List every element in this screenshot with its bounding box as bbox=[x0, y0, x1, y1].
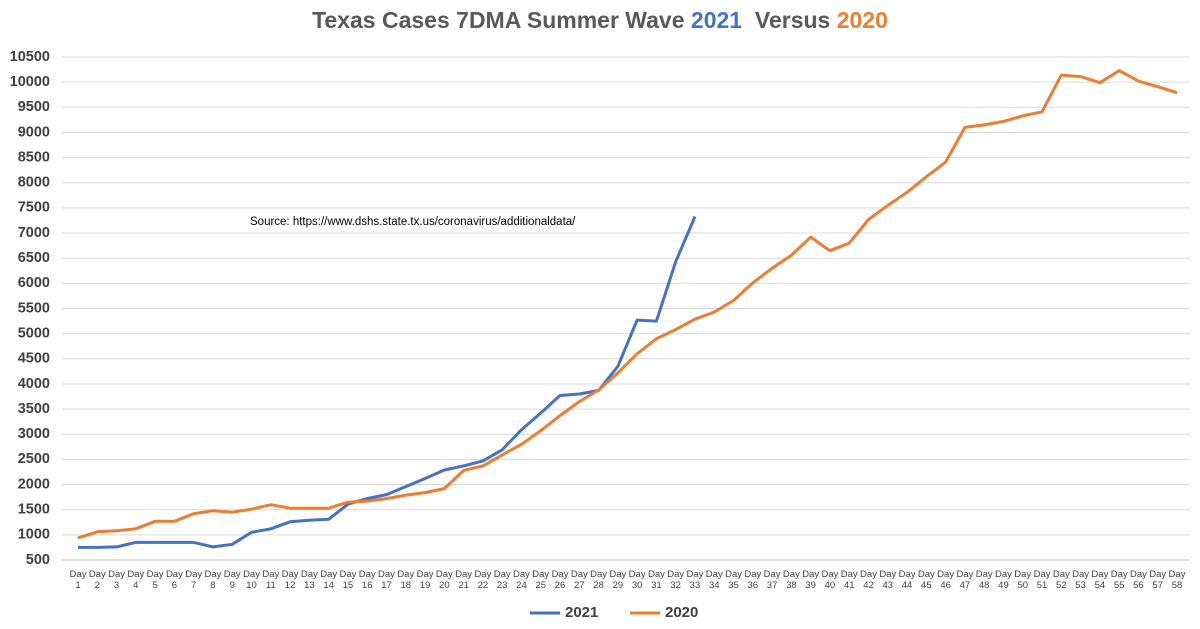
x-tick-label: Day 56 bbox=[1129, 569, 1147, 591]
x-tick-label: Day 35 bbox=[725, 569, 742, 591]
title-part: 2020 bbox=[837, 7, 888, 33]
x-tick-label: Day 18 bbox=[397, 569, 415, 591]
x-tick-label: Day 24 bbox=[513, 569, 530, 591]
y-tick-label: 500 bbox=[26, 552, 50, 568]
x-tick-label: Day 30 bbox=[628, 569, 646, 591]
x-tick-label: Day 52 bbox=[1052, 569, 1070, 591]
x-tick-label: Day 8 bbox=[204, 569, 222, 591]
x-tick-label: Day 4 bbox=[127, 569, 145, 591]
x-tick-label: Day 44 bbox=[898, 569, 916, 591]
x-tick-label: Day 9 bbox=[223, 569, 241, 591]
x-tick-label: Day 33 bbox=[686, 569, 704, 591]
x-tick-label: Day 23 bbox=[493, 569, 511, 591]
x-tick-label: Day 45 bbox=[917, 569, 935, 591]
x-tick-label: Day 17 bbox=[378, 569, 395, 591]
annotation: Source: https://www.dshs.state.tx.us/cor… bbox=[250, 216, 576, 228]
x-tick-label: Day 16 bbox=[358, 569, 376, 591]
x-tick-label: Day 28 bbox=[590, 569, 608, 591]
y-tick-label: 8500 bbox=[18, 149, 50, 165]
y-tick-label: 1000 bbox=[18, 527, 50, 543]
x-tick-label: Day 12 bbox=[281, 569, 299, 591]
x-tick-label: Day 53 bbox=[1072, 569, 1090, 591]
x-tick-label: Day 27 bbox=[570, 569, 588, 591]
y-tick-label: 9000 bbox=[18, 124, 50, 140]
title-part: 2021 bbox=[691, 7, 742, 33]
y-tick-label: 7000 bbox=[18, 225, 50, 241]
x-tick-label: Day 41 bbox=[840, 569, 858, 591]
x-tick-label: Day 20 bbox=[435, 569, 453, 591]
x-tick-label: Day 7 bbox=[185, 569, 203, 591]
y-tick-label: 10000 bbox=[10, 74, 50, 90]
title-part: Texas Cases 7DMA Summer Wave bbox=[312, 7, 691, 33]
x-tick-label: Day 57 bbox=[1149, 569, 1167, 591]
x-tick-label: Day 1 bbox=[69, 569, 87, 591]
series-line bbox=[77, 69, 1178, 540]
y-tick-label: 10500 bbox=[10, 49, 50, 65]
x-tick-label: Day 22 bbox=[474, 569, 492, 591]
x-tick-label: Day 11 bbox=[262, 569, 280, 591]
legend-label: 2021 bbox=[565, 604, 598, 621]
x-tick-label: Day 13 bbox=[300, 569, 318, 591]
x-tick-label: Day 51 bbox=[1033, 569, 1051, 591]
x-tick-label: Day 42 bbox=[860, 569, 877, 591]
series-line bbox=[78, 215, 697, 549]
x-tick-label: Day 15 bbox=[339, 569, 357, 591]
x-tick-label: Day 25 bbox=[532, 569, 550, 591]
x-tick-label: Day 39 bbox=[802, 569, 820, 591]
x-tick-label: Day 49 bbox=[995, 569, 1012, 591]
x-tick-label: Day 54 bbox=[1091, 569, 1109, 591]
x-tick-label: Day 5 bbox=[146, 569, 164, 591]
x-tick-label: Day 10 bbox=[243, 569, 260, 591]
x-tick-label: Day 6 bbox=[165, 569, 183, 591]
x-tick-label: Day 3 bbox=[108, 569, 125, 591]
x-tick-label: Day 36 bbox=[744, 569, 762, 591]
x-tick-label: Day 32 bbox=[667, 569, 685, 591]
title-part: Versus bbox=[742, 7, 837, 33]
x-tick-label: Day 37 bbox=[763, 569, 781, 591]
y-tick-label: 4000 bbox=[18, 376, 50, 392]
x-tick-label: Day 55 bbox=[1110, 569, 1128, 591]
y-tick-label: 8000 bbox=[18, 175, 50, 191]
y-tick-label: 3500 bbox=[18, 401, 50, 417]
x-tick-label: Day 46 bbox=[937, 569, 955, 591]
x-tick-label: Day 48 bbox=[975, 569, 993, 591]
y-tick-label: 4500 bbox=[18, 351, 50, 367]
x-tick-label: Day 47 bbox=[956, 569, 974, 591]
y-tick-label: 1500 bbox=[18, 502, 50, 518]
x-tick-label: Day 38 bbox=[782, 569, 800, 591]
x-tick-label: Day 19 bbox=[416, 569, 434, 591]
x-tick-label: Day 31 bbox=[647, 569, 665, 591]
x-tick-label: Day 40 bbox=[821, 569, 839, 591]
chart-title: Texas Cases 7DMA Summer Wave 2021 Versus… bbox=[312, 7, 888, 33]
y-tick-label: 9500 bbox=[18, 99, 50, 115]
x-tick-label: Day 50 bbox=[1014, 569, 1032, 591]
x-tick-label: Day 2 bbox=[88, 569, 106, 591]
y-tick-label: 6000 bbox=[18, 275, 50, 291]
x-tick-label: Day 43 bbox=[879, 569, 897, 591]
y-tick-label: 5500 bbox=[18, 300, 50, 316]
x-tick-label: Day 58 bbox=[1168, 569, 1186, 591]
x-tick-label: Day 26 bbox=[551, 569, 569, 591]
y-tick-label: 3000 bbox=[18, 426, 50, 442]
y-tick-label: 2500 bbox=[18, 451, 50, 467]
x-tick-label: Day 29 bbox=[609, 569, 627, 591]
legend-label: 2020 bbox=[665, 604, 698, 621]
x-tick-label: Day 14 bbox=[320, 569, 338, 591]
x-tick-label: Day 21 bbox=[455, 569, 473, 591]
y-tick-label: 7500 bbox=[18, 200, 50, 216]
x-tick-label: Day 34 bbox=[705, 569, 723, 591]
y-tick-label: 5000 bbox=[18, 325, 50, 341]
y-tick-label: 2000 bbox=[18, 476, 50, 492]
y-tick-label: 6500 bbox=[18, 250, 50, 266]
